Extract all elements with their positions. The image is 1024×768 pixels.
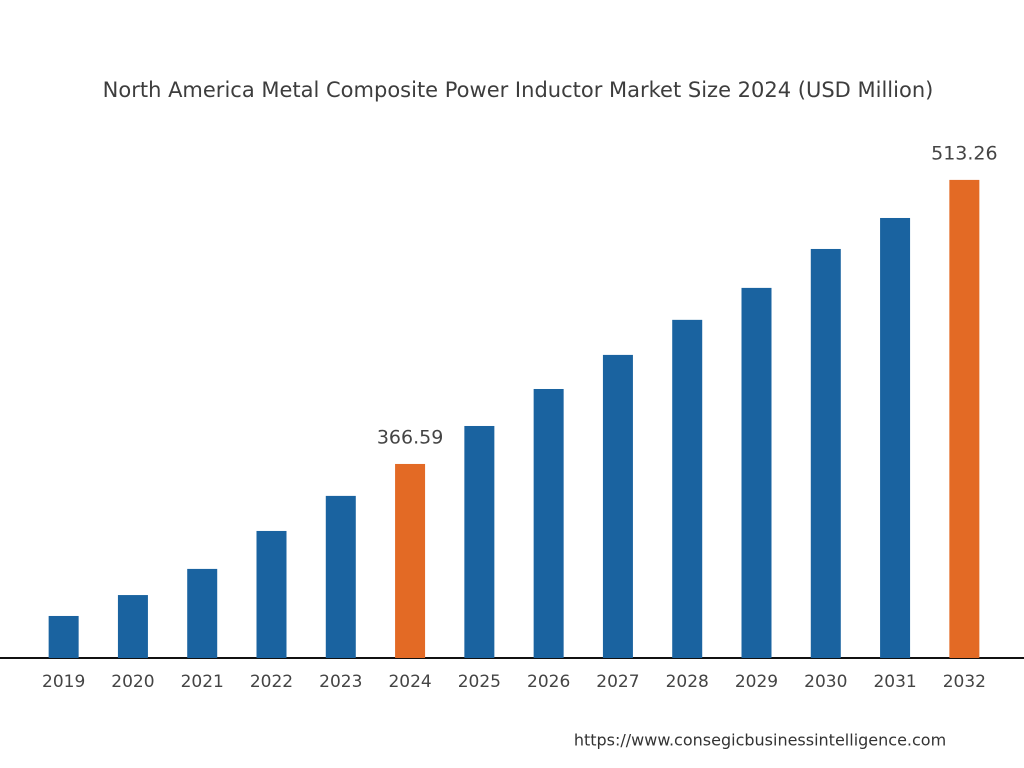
bar bbox=[395, 463, 426, 658]
x-tick-label: 2026 bbox=[527, 672, 570, 692]
bar bbox=[810, 248, 841, 658]
bar bbox=[741, 287, 772, 658]
bar bbox=[256, 530, 287, 658]
x-tick-label: 2019 bbox=[42, 672, 85, 692]
bar bbox=[187, 568, 218, 658]
x-tick-label: 2028 bbox=[666, 672, 709, 692]
bar bbox=[117, 595, 148, 658]
source-link[interactable]: https://www.consegicbusinessintelligence… bbox=[574, 731, 946, 750]
bar bbox=[464, 425, 495, 658]
x-tick-label: 2027 bbox=[596, 672, 639, 692]
x-tick-label: 2023 bbox=[319, 672, 362, 692]
x-tick-label: 2031 bbox=[873, 672, 916, 692]
x-tick-label: 2024 bbox=[388, 672, 431, 692]
bar bbox=[602, 354, 633, 658]
bar bbox=[672, 319, 703, 658]
x-tick-label: 2032 bbox=[943, 672, 986, 692]
x-tick-label: 2022 bbox=[250, 672, 293, 692]
bar bbox=[533, 388, 564, 658]
x-tick-label: 2029 bbox=[735, 672, 778, 692]
bar bbox=[880, 217, 911, 659]
x-tick-label: 2021 bbox=[181, 672, 224, 692]
x-tick-label: 2030 bbox=[804, 672, 847, 692]
x-tick-label: 2025 bbox=[458, 672, 501, 692]
data-label: 513.26 bbox=[931, 142, 997, 164]
bar bbox=[949, 179, 980, 658]
bar bbox=[48, 615, 79, 658]
data-label: 366.59 bbox=[377, 426, 443, 448]
x-tick-label: 2020 bbox=[111, 672, 154, 692]
bar bbox=[325, 495, 356, 658]
chart-title: North America Metal Composite Power Indu… bbox=[103, 78, 934, 102]
